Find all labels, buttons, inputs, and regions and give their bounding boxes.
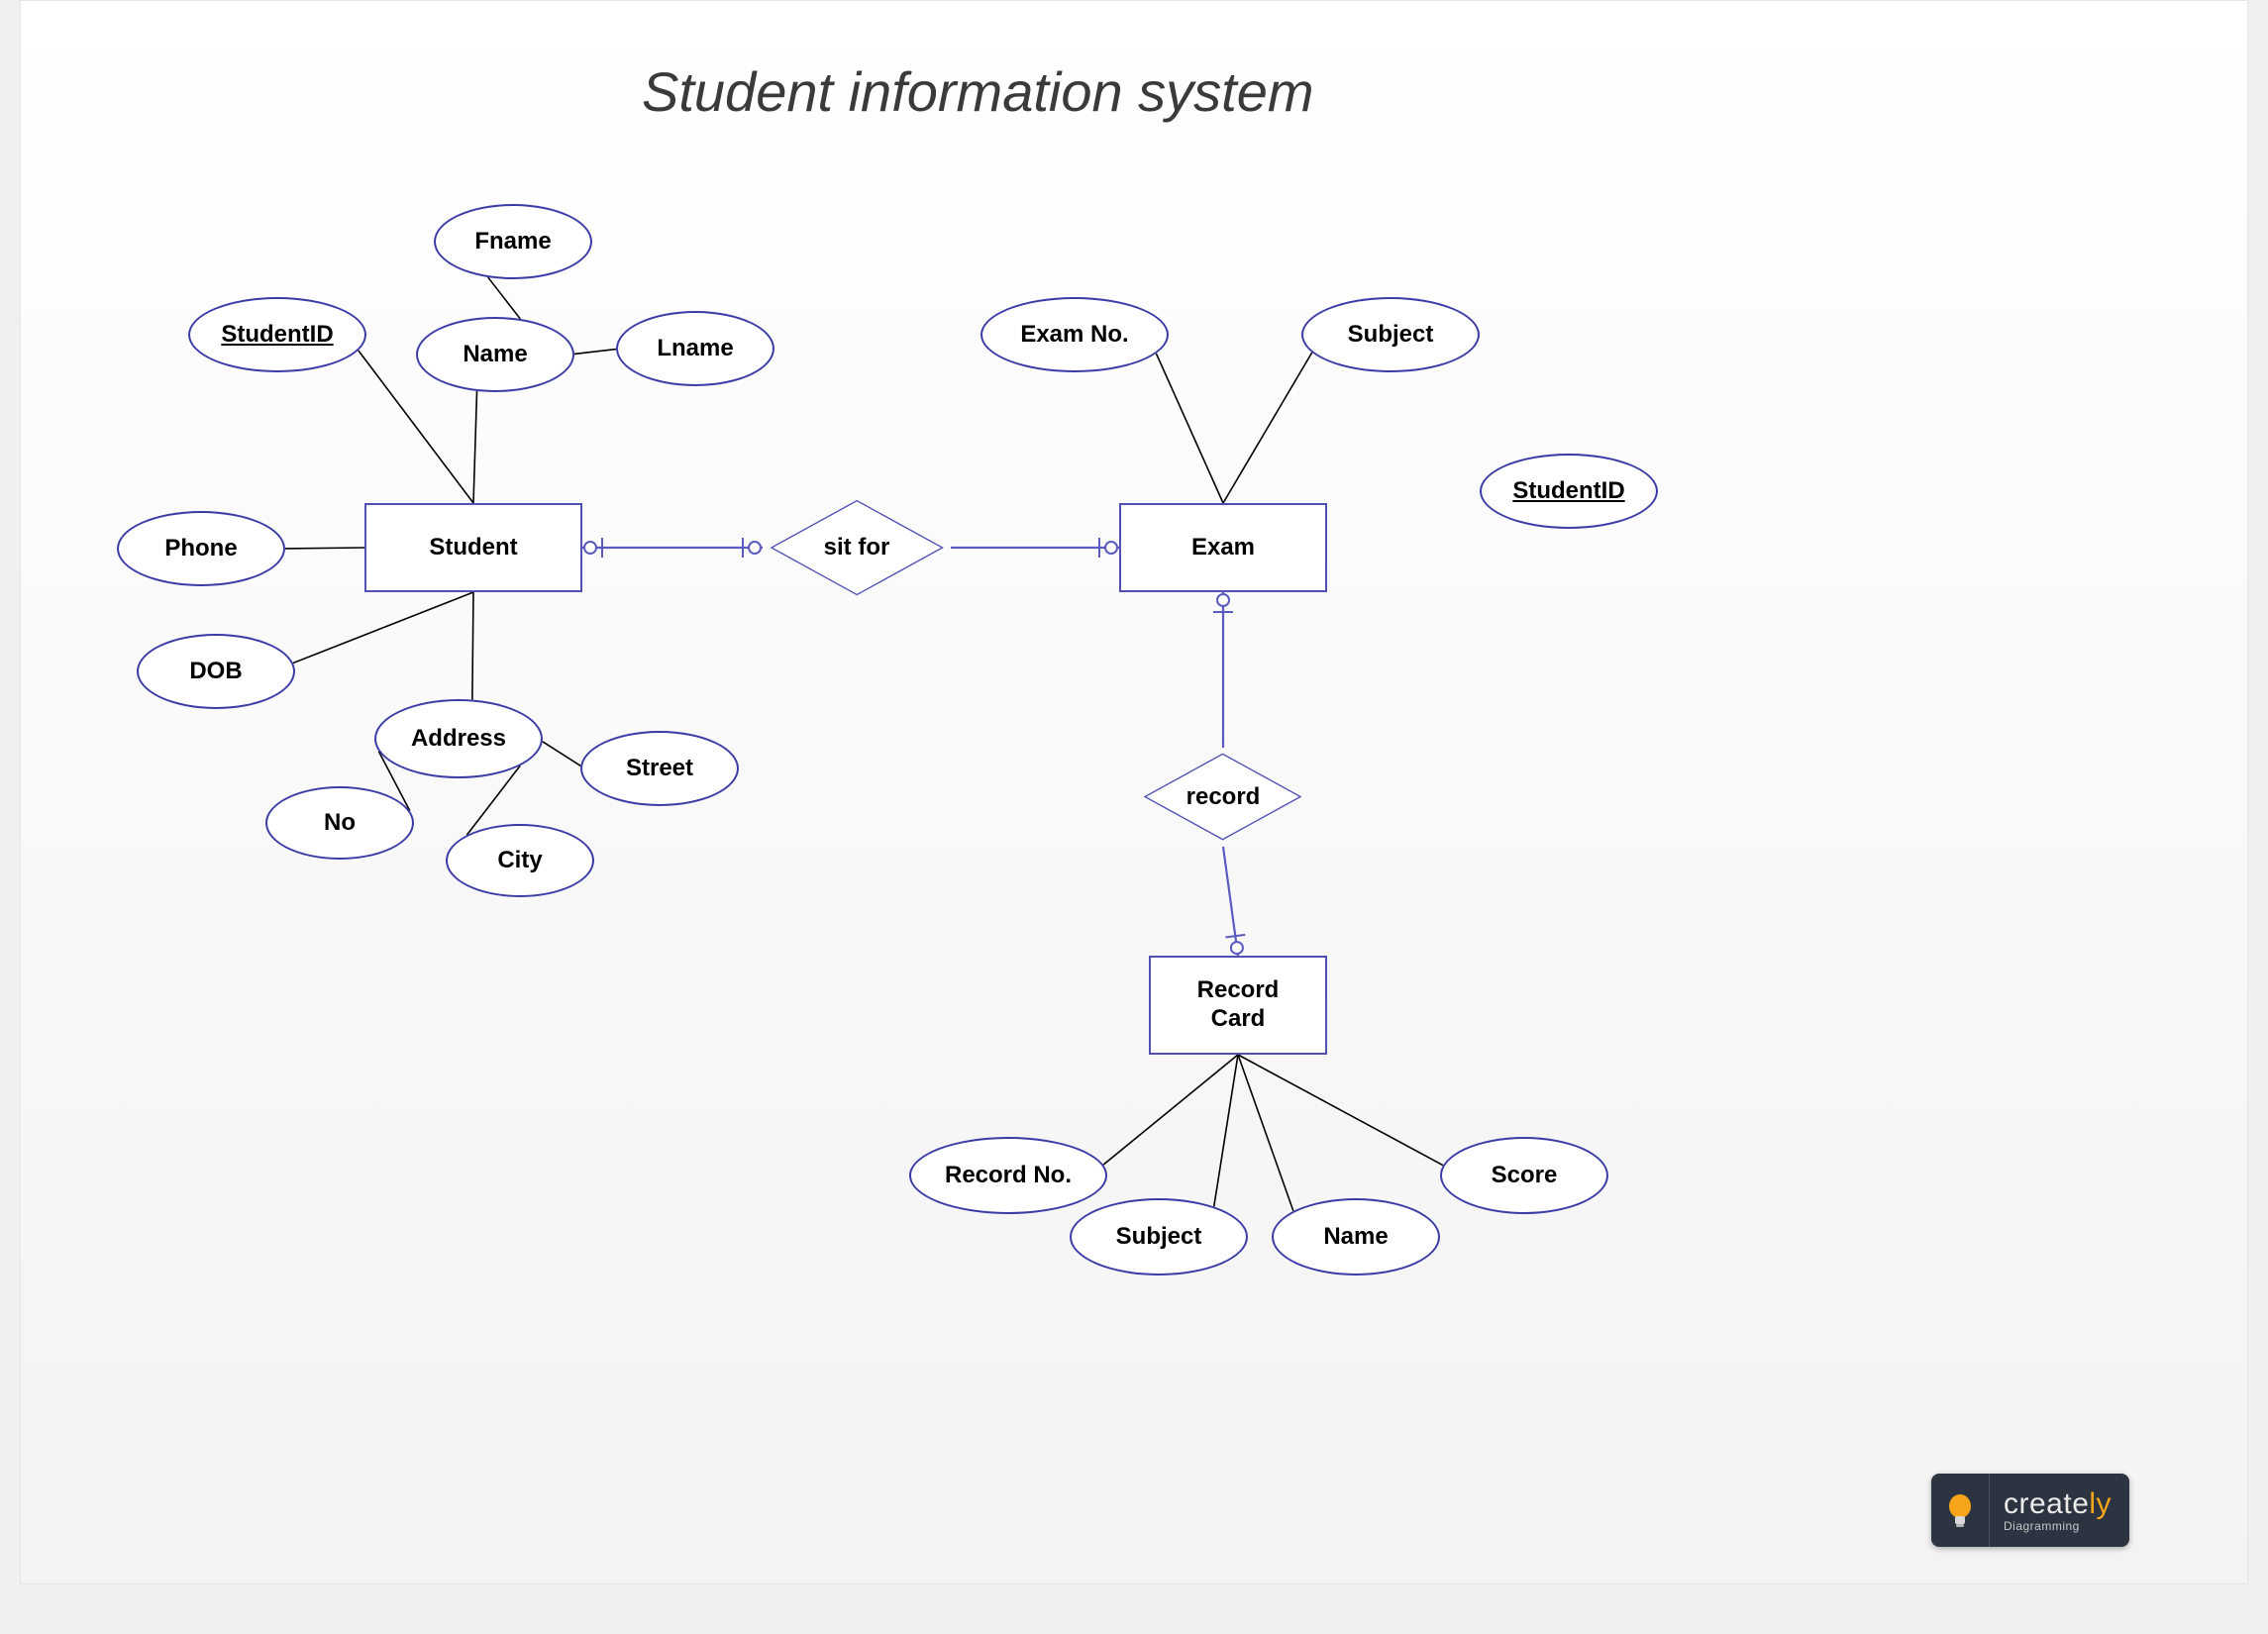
node-dob: DOB: [137, 634, 295, 709]
node-name: Name: [416, 317, 574, 392]
node-rsubject: Subject: [1070, 1198, 1248, 1276]
node-street: Street: [580, 731, 739, 806]
node-lname: Lname: [616, 311, 774, 386]
node-no: No: [265, 786, 414, 860]
node-exam: Exam: [1119, 503, 1327, 592]
node-record: RecordCard: [1149, 956, 1327, 1055]
node-studentid: StudentID: [188, 297, 366, 372]
node-student: Student: [364, 503, 582, 592]
brand-text: creately: [2004, 1487, 2112, 1521]
node-studentid2: StudentID: [1480, 454, 1658, 529]
node-rname: Name: [1272, 1198, 1440, 1276]
node-sitfor: sit for: [763, 493, 951, 602]
node-examno: Exam No.: [980, 297, 1169, 372]
node-score: Score: [1440, 1137, 1608, 1214]
creately-logo: creately Diagramming: [1931, 1474, 2129, 1547]
node-recordno: Record No.: [909, 1137, 1107, 1214]
node-city: City: [446, 824, 594, 897]
node-address: Address: [374, 699, 543, 778]
bulb-icon: [1931, 1474, 1989, 1547]
brand-tagline: Diagramming: [2004, 1519, 2112, 1533]
node-recrel: record: [1139, 748, 1307, 847]
node-fname: Fname: [434, 204, 592, 279]
diagram-title: Student information system: [642, 59, 1314, 124]
node-subject: Subject: [1301, 297, 1480, 372]
node-phone: Phone: [117, 511, 285, 586]
